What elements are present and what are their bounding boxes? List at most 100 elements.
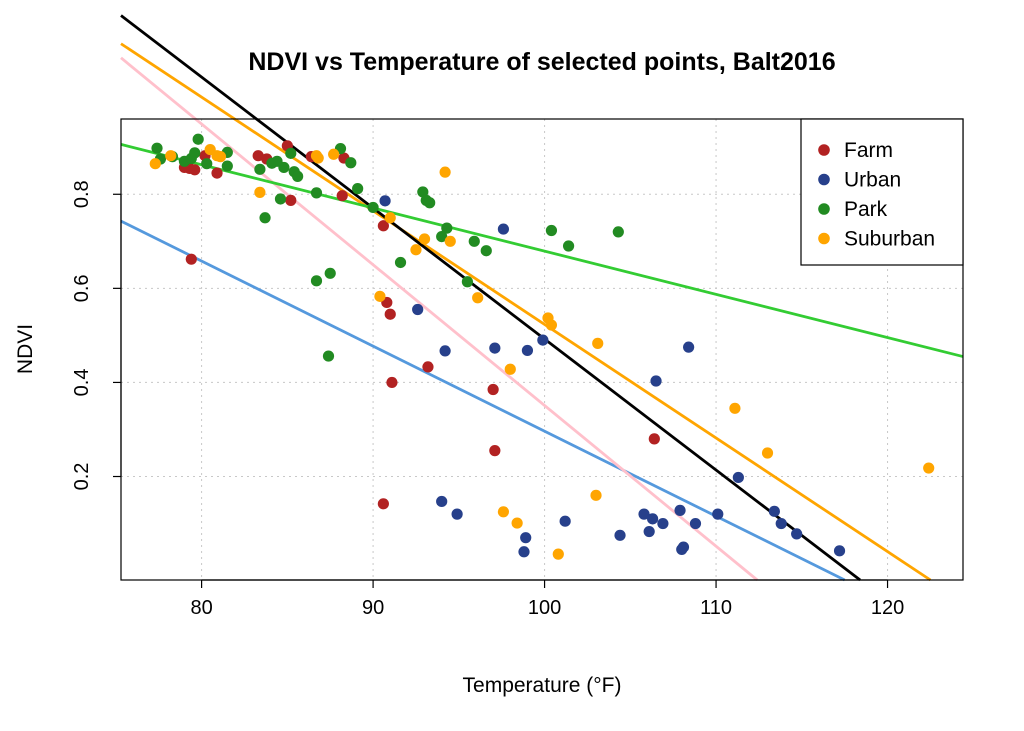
data-point-urban bbox=[451, 508, 463, 520]
data-point-suburban bbox=[149, 158, 161, 170]
fit-line bbox=[120, 143, 964, 358]
data-point-urban bbox=[712, 508, 724, 520]
data-point-park bbox=[324, 267, 336, 279]
series-suburban bbox=[149, 143, 935, 560]
data-point-farm bbox=[285, 194, 297, 206]
data-point-park bbox=[545, 224, 558, 237]
data-point-urban bbox=[497, 223, 510, 235]
x-tick-label: 90 bbox=[362, 597, 384, 619]
data-point-suburban bbox=[374, 290, 386, 302]
legend-marker-urban bbox=[818, 173, 830, 186]
data-point-urban bbox=[647, 513, 659, 525]
data-points bbox=[149, 133, 935, 560]
data-point-urban bbox=[732, 471, 744, 484]
data-point-farm bbox=[489, 445, 501, 457]
data-point-suburban bbox=[497, 506, 510, 518]
data-point-urban bbox=[775, 517, 787, 530]
data-point-farm bbox=[377, 498, 389, 510]
data-point-park bbox=[562, 240, 575, 252]
data-point-park bbox=[151, 142, 163, 154]
data-point-suburban bbox=[761, 447, 774, 459]
x-axis-label: Temperature (°F) bbox=[463, 674, 622, 697]
legend-label-suburban: Suburban bbox=[844, 228, 935, 251]
data-point-park bbox=[367, 201, 379, 214]
data-point-suburban bbox=[410, 244, 422, 256]
series-park bbox=[151, 133, 624, 362]
data-point-suburban bbox=[923, 462, 935, 474]
data-point-farm bbox=[386, 376, 398, 389]
data-point-farm bbox=[211, 167, 223, 179]
data-point-urban bbox=[768, 505, 780, 517]
data-point-park bbox=[480, 245, 492, 257]
fit-lines bbox=[120, 14, 964, 582]
data-point-park bbox=[424, 197, 436, 209]
data-point-suburban bbox=[312, 152, 324, 164]
data-point-suburban bbox=[504, 363, 516, 375]
data-point-park bbox=[436, 231, 448, 243]
legend-label-park: Park bbox=[844, 198, 888, 221]
data-point-suburban bbox=[590, 489, 602, 501]
data-point-urban bbox=[439, 345, 451, 357]
data-point-park bbox=[201, 158, 213, 170]
data-point-park bbox=[612, 226, 624, 238]
y-tick-label: 0.6 bbox=[71, 274, 93, 302]
fit-line bbox=[120, 56, 759, 582]
data-point-suburban bbox=[729, 402, 741, 414]
data-point-park bbox=[221, 160, 233, 172]
data-point-park bbox=[192, 133, 204, 145]
fit-line bbox=[120, 219, 846, 582]
data-point-urban bbox=[643, 525, 655, 538]
data-point-suburban bbox=[444, 235, 456, 247]
data-point-farm bbox=[384, 308, 396, 320]
data-point-park bbox=[352, 183, 364, 195]
data-point-farm bbox=[336, 190, 348, 202]
data-point-park bbox=[310, 275, 323, 287]
data-point-farm bbox=[185, 253, 197, 265]
data-point-park bbox=[278, 161, 290, 174]
chart-title: NDVI vs Temperature of selected points, … bbox=[248, 48, 835, 76]
data-point-suburban bbox=[592, 337, 604, 349]
fit-line bbox=[120, 42, 932, 582]
data-point-suburban bbox=[511, 517, 523, 529]
data-point-park bbox=[189, 147, 201, 159]
data-point-urban bbox=[683, 341, 695, 353]
data-point-urban bbox=[638, 508, 650, 520]
y-tick-label: 0.8 bbox=[71, 180, 93, 208]
data-point-urban bbox=[436, 495, 448, 508]
data-point-urban bbox=[379, 195, 391, 207]
data-point-urban bbox=[833, 545, 846, 557]
legend-label-urban: Urban bbox=[844, 169, 901, 192]
data-point-park bbox=[322, 350, 335, 362]
legend-label-farm: Farm bbox=[844, 139, 893, 162]
series-urban bbox=[379, 195, 846, 558]
data-point-park bbox=[461, 276, 474, 288]
data-point-farm bbox=[189, 164, 201, 176]
data-point-suburban bbox=[384, 212, 396, 224]
data-point-park bbox=[468, 235, 480, 247]
data-point-urban bbox=[412, 303, 424, 316]
x-tick-label: 120 bbox=[871, 597, 904, 619]
fit-line bbox=[120, 14, 861, 582]
data-point-park bbox=[310, 187, 323, 199]
legend-marker-farm bbox=[818, 144, 830, 156]
data-point-park bbox=[259, 212, 271, 224]
data-point-urban bbox=[650, 375, 662, 387]
data-point-park bbox=[274, 193, 287, 205]
data-point-suburban bbox=[328, 148, 340, 160]
data-point-suburban bbox=[439, 166, 451, 178]
data-point-farm bbox=[648, 433, 660, 445]
axes: 80 90 100 110 120 0.2 0.4 0.6 0.8 bbox=[71, 180, 904, 619]
data-point-urban bbox=[537, 334, 549, 346]
data-point-farm bbox=[252, 150, 264, 162]
legend-marker-suburban bbox=[818, 232, 830, 245]
data-point-park bbox=[345, 157, 357, 169]
y-tick-label: 0.4 bbox=[71, 369, 93, 397]
data-point-urban bbox=[676, 543, 688, 556]
data-point-park bbox=[441, 222, 453, 234]
data-point-urban bbox=[559, 515, 571, 527]
data-point-urban bbox=[791, 528, 803, 540]
data-point-suburban bbox=[418, 233, 431, 245]
data-point-suburban bbox=[254, 186, 266, 198]
y-axis-label: NDVI bbox=[14, 324, 37, 374]
data-point-suburban bbox=[545, 319, 558, 331]
